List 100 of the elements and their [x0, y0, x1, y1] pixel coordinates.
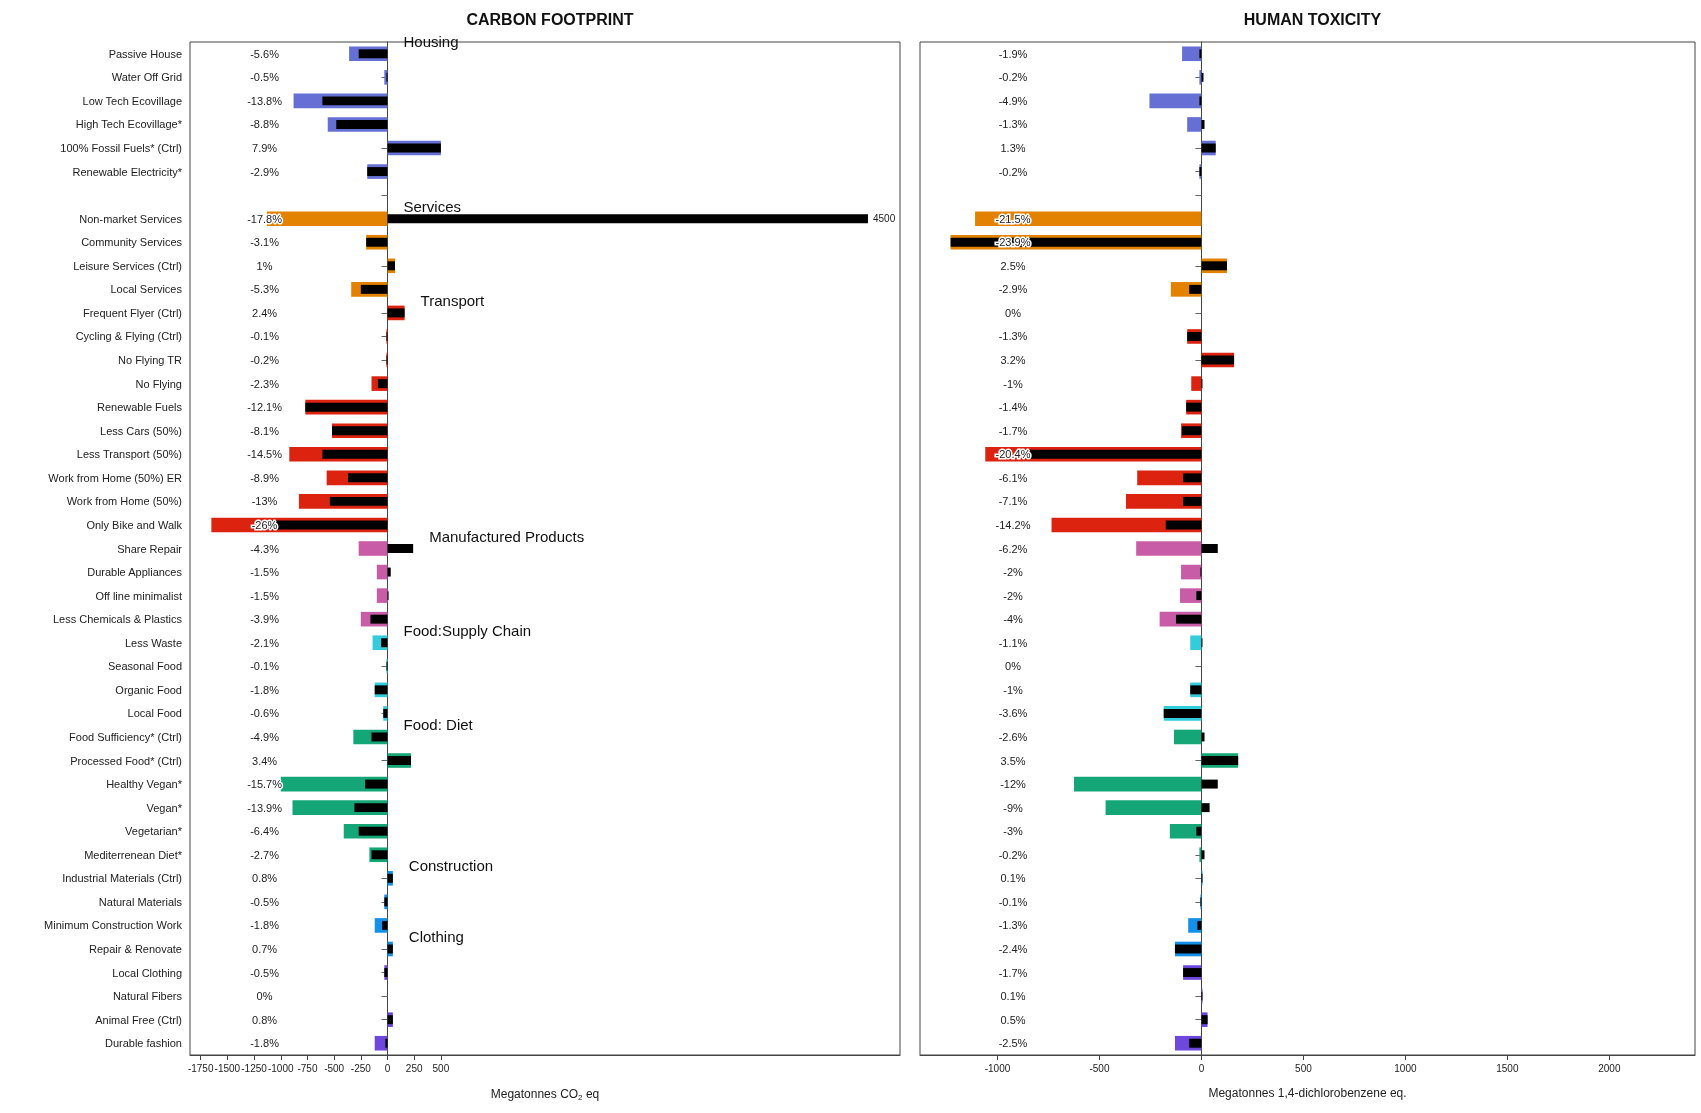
- annotation: -14.5%: [247, 448, 283, 461]
- annotation: 0.1%: [1000, 872, 1026, 885]
- annotation: -8.8%: [250, 118, 280, 131]
- annotation: -2.1%: [250, 636, 280, 649]
- annotation: -2.3%: [250, 377, 280, 390]
- y-tick-label: Mediterrenean Diet*: [84, 848, 183, 861]
- y-tick-label: Frequent Flyer (Ctrl): [82, 306, 182, 319]
- annotation: -0.1%: [250, 660, 280, 673]
- y-tick-label: Work from Home (50%): [66, 495, 182, 508]
- y-tick-label: Vegan*: [146, 801, 183, 814]
- x-tick-label: 500: [1295, 1062, 1313, 1074]
- chart-title: HUMAN TOXICITY: [1243, 10, 1382, 28]
- annotation: -12.1%: [247, 401, 283, 414]
- annotation: -20.4%: [995, 448, 1031, 461]
- y-tick-label: Off line minimalist: [95, 589, 182, 602]
- annotation: -6.2%: [998, 542, 1028, 555]
- y-tick-label: Healthy Vegan*: [106, 778, 183, 791]
- data-label: 4500: [872, 213, 896, 225]
- y-tick-label: Less Chemicals & Plastics: [53, 613, 183, 626]
- annotation: -1.8%: [250, 1037, 280, 1050]
- y-tick-label: Animal Free (Ctrl): [95, 1013, 182, 1026]
- annotation: 0.1%: [1000, 990, 1026, 1003]
- x-tick-label: -250: [350, 1062, 372, 1074]
- annotation: -1.4%: [998, 401, 1028, 414]
- annotation: Manufactured Products: [429, 527, 585, 545]
- annotation: -0.6%: [250, 707, 280, 720]
- y-tick-label: Food Sufficiency* (Ctrl): [69, 730, 182, 743]
- annotation: -0.1%: [998, 895, 1028, 908]
- y-tick-label: High Tech Ecovillage*: [75, 118, 183, 131]
- annotation: 3.2%: [1000, 354, 1026, 367]
- annotation: -4%: [1003, 613, 1023, 626]
- annotation: -0.1%: [250, 330, 280, 343]
- annotation: -2.4%: [998, 942, 1028, 955]
- x-tick-label: -500: [1089, 1062, 1110, 1074]
- annotation: -1.7%: [998, 424, 1028, 437]
- annotation: -1.3%: [998, 118, 1028, 131]
- annotation: -2.5%: [998, 1037, 1028, 1050]
- y-tick-label: Minimum Construction Work: [44, 919, 183, 932]
- x-axis-title: Megatonnes 1,4-dichlorobenzene eq.: [1208, 1086, 1407, 1100]
- annotation: 1.3%: [1000, 142, 1026, 155]
- annotation: -13.8%: [247, 94, 283, 107]
- annotation: -2.7%: [250, 848, 280, 861]
- annotation: -0.5%: [250, 966, 280, 979]
- annotation: -2.9%: [998, 283, 1028, 296]
- annotation: -1%: [1003, 377, 1023, 390]
- y-tick-label: Community Services: [81, 236, 183, 249]
- annotation: -3.1%: [250, 236, 280, 249]
- annotation: -0.2%: [998, 165, 1028, 178]
- y-tick-label: Repair & Renovate: [89, 942, 182, 955]
- annotation: -8.1%: [250, 424, 280, 437]
- x-tick-label: -1000: [267, 1062, 294, 1074]
- annotation: -2%: [1003, 589, 1023, 602]
- x-tick-label: 0: [384, 1062, 391, 1074]
- annotation: 3.4%: [252, 754, 278, 767]
- y-tick-label: Cycling & Flying (Ctrl): [75, 330, 182, 343]
- annotation: -0.5%: [250, 71, 280, 84]
- x-tick-label: 1500: [1496, 1062, 1519, 1074]
- y-tick-label: Organic Food: [115, 683, 182, 696]
- y-tick-label: Less Waste: [124, 636, 182, 649]
- annotation: -0.2%: [998, 848, 1028, 861]
- annotation: 0%: [1005, 660, 1022, 673]
- y-tick-label: Vegetarian*: [125, 825, 183, 838]
- x-tick-label: 0: [1198, 1062, 1205, 1074]
- y-tick-label: Processed Food* (Ctrl): [70, 754, 182, 767]
- annotation: -2.9%: [250, 165, 280, 178]
- annotation: -3.6%: [998, 707, 1028, 720]
- y-tick-label: 100% Fossil Fuels* (Ctrl): [60, 142, 182, 155]
- annotation: -4.9%: [998, 94, 1028, 107]
- y-tick-label: Durable Appliances: [87, 566, 183, 579]
- annotation: 0.8%: [252, 872, 278, 885]
- annotation: -3.9%: [250, 613, 280, 626]
- y-tick-label: Renewable Electricity*: [72, 165, 183, 178]
- y-tick-label: Leisure Services (Ctrl): [73, 259, 182, 272]
- annotation: -2%: [1003, 566, 1023, 579]
- annotation: -1.1%: [998, 636, 1028, 649]
- annotation: -13%: [251, 495, 278, 508]
- x-tick-label: -500: [324, 1062, 345, 1074]
- y-tick-label: Work from Home (50%) ER: [48, 471, 183, 484]
- y-tick-label: Natural Fibers: [112, 990, 183, 1003]
- annotation: -0.2%: [250, 354, 280, 367]
- y-tick-label: Low Tech Ecovillage: [82, 94, 182, 107]
- annotation: -1.7%: [998, 966, 1028, 979]
- y-tick-label: No Flying TR: [118, 354, 183, 367]
- annotation: 0%: [1005, 306, 1022, 319]
- annotation: -5.3%: [250, 283, 280, 296]
- annotation: -0.2%: [998, 71, 1028, 84]
- annotation: -21.5%: [995, 212, 1031, 225]
- annotation: -9%: [1003, 801, 1023, 814]
- annotation: 0%: [256, 990, 273, 1003]
- y-tick-label: Less Cars (50%): [100, 424, 182, 437]
- y-tick-label: Local Clothing: [112, 966, 182, 979]
- annotation: -7.1%: [998, 495, 1028, 508]
- annotation: -3%: [1003, 825, 1023, 838]
- y-tick-label: Only Bike and Walk: [86, 518, 183, 531]
- annotation: -1.9%: [998, 47, 1028, 60]
- annotation: 0.5%: [1000, 1013, 1026, 1026]
- annotation: -1.3%: [998, 330, 1028, 343]
- y-tick-label: Local Services: [110, 283, 183, 296]
- y-tick-label: Industrial Materials (Ctrl): [62, 872, 182, 885]
- x-tick-label: -1750: [187, 1062, 214, 1074]
